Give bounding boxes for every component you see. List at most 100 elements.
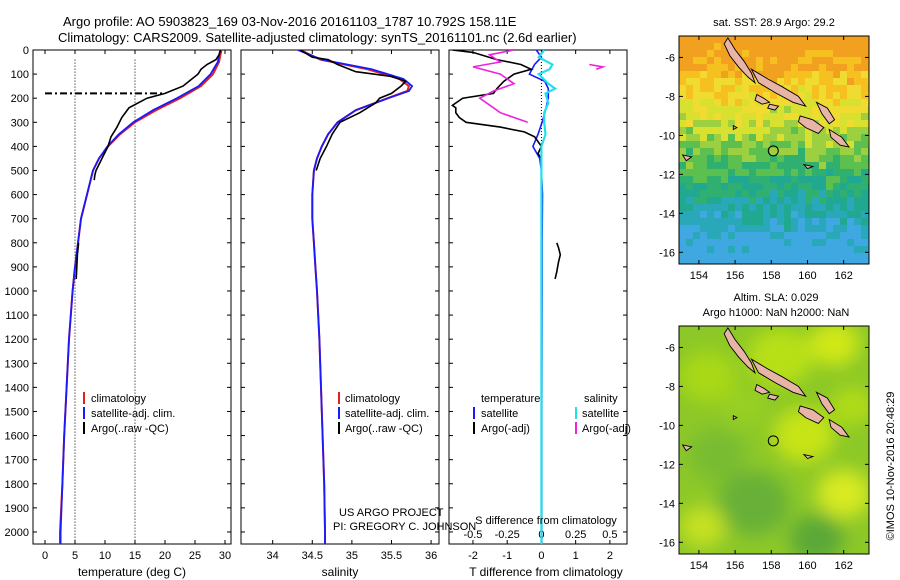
sst-cell [763,141,770,148]
sst-cell [812,106,819,113]
sst-cell [840,197,847,204]
sst-cell [777,36,784,43]
sst-cell [679,71,686,78]
sst-cell [840,85,847,92]
sst-cell [826,190,833,197]
sst-cell [693,176,700,183]
sst-cell [840,232,847,239]
island-shape [767,103,780,111]
sst-cell [721,197,728,204]
temperature-axes-frame [32,49,232,545]
sst-cell [847,211,854,218]
sst-cell [721,113,728,120]
sst-cell [854,99,861,106]
sst-cell [686,43,693,50]
latitude-tick-label: -14 [659,208,675,220]
sst-cell [735,239,742,246]
sla-map-frame [678,325,870,555]
sst-cell [742,176,749,183]
sst-cell [735,232,742,239]
sst-cell [679,148,686,155]
sst-cell [826,106,833,113]
sst-cell [707,43,714,50]
sst-cell [840,218,847,225]
sla-map-subtitle: Argo h1000: NaN h2000: NaN [703,307,850,319]
sst-cell [784,36,791,43]
sst-cell [798,239,805,246]
temperature-tick-label: 0 [42,550,48,562]
sst-cell [707,50,714,57]
sst-cell [693,64,700,71]
sst-cell [854,260,861,264]
sst-cell [742,120,749,127]
sst-cell [784,162,791,169]
sst-cell [714,127,721,134]
sst-cell [784,232,791,239]
legend-label-s-satellite: satellite [582,408,619,420]
sst-cell [840,239,847,246]
sst-cell [784,197,791,204]
sst-cell [777,155,784,162]
sst-cell [679,50,686,57]
sst-cell [861,155,868,162]
sst-cell [770,246,777,253]
sst-cell [826,78,833,85]
sst-cell [819,197,826,204]
sst-cell [826,232,833,239]
sst-cell [763,36,770,43]
sst-cell [791,57,798,64]
sst-cell [770,71,777,78]
depth-tick-label: 400 [11,141,29,153]
sst-cell [847,183,854,190]
sst-cell [749,232,756,239]
sst-cell [763,169,770,176]
depth-tick-label: 200 [11,93,29,105]
sst-cell [686,183,693,190]
sst-cell [791,204,798,211]
island-shape [732,414,738,421]
sst-cell [707,260,714,264]
sst-cell [847,260,854,264]
sst-cell [679,176,686,183]
sst-cell [679,106,686,113]
sst-cell [693,225,700,232]
sst-cell [679,99,686,106]
sst-cell [819,50,826,57]
sst-cell [791,85,798,92]
sla-blob [679,505,726,548]
sst-cell [714,176,721,183]
sst-cell [721,162,728,169]
sst-cell [854,176,861,183]
sst-cell [840,127,847,134]
sst-cell [756,50,763,57]
sst-cell [700,99,707,106]
latitude-tick-label: -16 [659,537,675,549]
latitude-tick-label: -10 [659,420,675,432]
sst-cell [805,204,812,211]
sst-cell [693,99,700,106]
sst-cell [826,225,833,232]
sst-cell [728,225,735,232]
sst-cell [714,92,721,99]
salinity-tick-label: 35 [346,550,358,562]
sst-cell [714,148,721,155]
sst-cell [686,85,693,92]
sst-cell [833,204,840,211]
sst-cell [784,141,791,148]
sst-cell [784,64,791,71]
sst-cell [693,71,700,78]
sst-cell [700,232,707,239]
sla-blob [789,514,844,554]
sst-cell [756,176,763,183]
series-argo-raw-qc [299,50,408,171]
sst-cell [693,78,700,85]
sst-cell [833,232,840,239]
sst-cell [819,57,826,64]
sst-cell [679,246,686,253]
latitude-tick-label: -10 [659,130,675,142]
latitude-tick-label: -12 [659,459,675,471]
sst-cell [798,57,805,64]
sst-cell [770,92,777,99]
sst-cell [805,197,812,204]
sst-cell [847,155,854,162]
